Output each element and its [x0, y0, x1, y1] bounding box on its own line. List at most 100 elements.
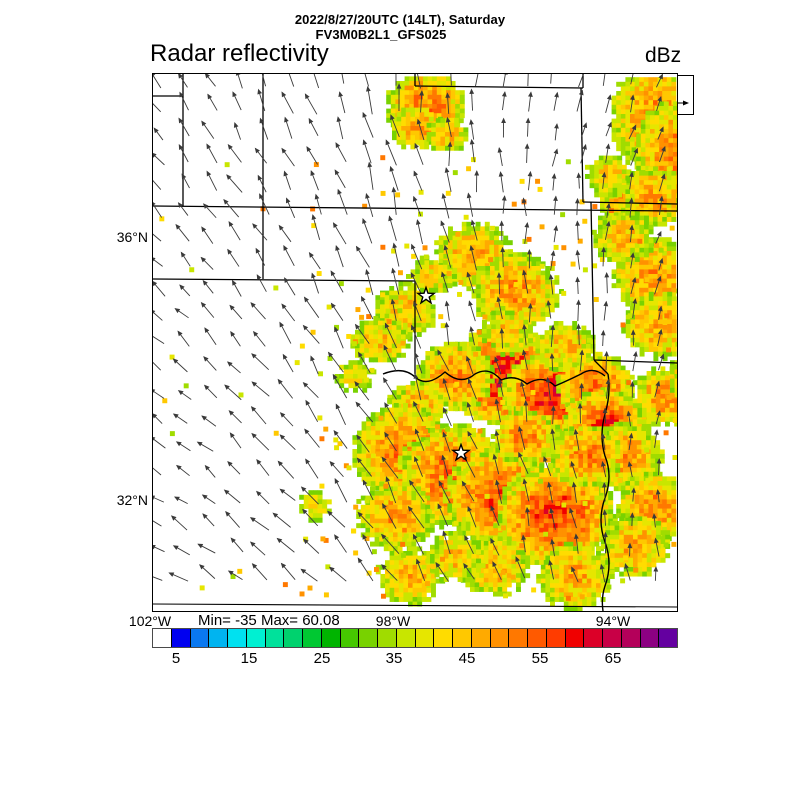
radar-echo-cell — [471, 437, 477, 443]
radar-echo-cell — [461, 240, 467, 246]
radar-echo-cell — [666, 95, 672, 101]
radar-echo-cell — [468, 341, 474, 347]
radar-echo-cell — [484, 521, 490, 527]
radar-echo-cell — [461, 526, 467, 532]
radar-echo-cell — [585, 164, 590, 170]
radar-echo-cell — [516, 486, 522, 492]
radar-echo-cell — [434, 249, 440, 255]
radar-echo-cell — [393, 295, 399, 301]
radar-echo-cell — [534, 378, 540, 384]
radar-echo-cell — [397, 509, 403, 515]
radar-echo-cell — [645, 152, 651, 157]
radar-echo-cell — [608, 500, 614, 506]
radar-echo-cell — [448, 383, 454, 389]
radar-echo-cell — [389, 426, 395, 431]
radar-echo-cell — [659, 165, 665, 171]
radar-echo-cell — [455, 113, 461, 119]
radar-echo-cell — [565, 407, 571, 412]
radar-echo-cell — [629, 374, 635, 380]
radar-echo-cell — [468, 337, 474, 343]
radar-echo-cell — [522, 307, 528, 313]
radar-echo-cell — [620, 374, 626, 380]
radar-echo-cell — [419, 121, 425, 127]
radar-echo-cell — [471, 275, 477, 281]
radar-echo-cell — [401, 126, 407, 131]
radar-echo-cell — [673, 165, 677, 171]
radar-echo-cell — [666, 81, 672, 87]
radar-echo-cell — [386, 90, 392, 96]
radar-echo-cell — [543, 382, 549, 388]
radar-echo-cell — [520, 369, 526, 374]
radar-echo-cell — [373, 352, 379, 358]
radar-echo-cell — [454, 132, 460, 137]
minmax-stats: Min= -35 Max= 60.08 — [198, 612, 340, 629]
radar-echo-cell — [620, 365, 626, 371]
radar-echo-cell — [439, 451, 445, 456]
radar-echo-cell — [494, 226, 499, 232]
radar-echo-cell — [598, 178, 604, 184]
radar-echo-cell — [416, 304, 422, 310]
radar-echo-cell — [630, 86, 635, 92]
radar-echo-cell — [540, 275, 546, 281]
radar-echo-cell — [478, 341, 483, 347]
radar-echo-cell — [628, 410, 633, 416]
radar-echo-cell — [457, 397, 463, 402]
radar-echo-cell — [562, 491, 568, 496]
radar-echo-cell — [378, 334, 383, 340]
radar-echo-cell — [453, 346, 458, 352]
radar-echo-cell — [488, 489, 494, 495]
radar-echo-cell — [526, 293, 532, 299]
radar-echo-cell — [511, 500, 517, 506]
radar-echo-cell — [603, 504, 609, 510]
radar-echo-cell — [497, 523, 503, 529]
map-plot-area[interactable] — [152, 73, 678, 612]
radar-echo-cell — [621, 164, 627, 170]
radar-echo-cell — [498, 461, 503, 467]
radar-echo-cell — [653, 86, 658, 92]
radar-echo-cell — [360, 495, 366, 501]
radar-echo-cell — [448, 401, 454, 407]
radar-echo-cell — [411, 483, 417, 489]
radar-echo-cell — [501, 369, 506, 375]
radar-echo-cell — [503, 266, 509, 271]
radar-echo-cell — [625, 100, 631, 106]
title-datetime: 2022/8/27/20UTC (14LT), Saturday — [294, 12, 506, 27]
radar-echo-cell — [415, 385, 420, 391]
radar-echo-cell — [636, 147, 642, 153]
radar-echo-cell — [534, 523, 540, 529]
radar-echo-cell — [396, 385, 402, 391]
radar-echo-cell — [438, 408, 443, 414]
radar-echo-cell — [449, 122, 455, 128]
radar-echo-cell — [493, 475, 499, 481]
radar-echo-cell — [484, 231, 490, 236]
radar-echo-cell — [663, 165, 669, 171]
radar-echo-cell — [443, 383, 449, 389]
radar-echo-cell — [461, 281, 467, 287]
radar-echo-cell — [640, 133, 646, 139]
radar-echo-cell — [663, 156, 669, 162]
radar-echo-cell — [565, 374, 571, 380]
radar-echo-cell — [565, 384, 571, 389]
radar-echo-cell — [562, 523, 568, 529]
radar-echo-cell — [379, 495, 385, 501]
radar-echo-cell — [425, 469, 431, 475]
radar-echo-cell — [426, 318, 431, 324]
radar-echo-cell — [648, 81, 654, 87]
radar-echo-cell — [534, 382, 540, 388]
radar-echo-cell — [589, 541, 595, 547]
radar-echo-cell — [461, 231, 467, 236]
radar-echo-cell — [489, 231, 495, 236]
radar-echo-cell — [650, 142, 655, 148]
radar-echo-cell — [496, 351, 502, 356]
radar-echo-cell — [370, 481, 376, 487]
radar-echo-cell — [543, 523, 549, 529]
radar-echo-cell — [634, 104, 640, 110]
radar-echo-cell — [553, 532, 558, 538]
radar-echo-cell — [402, 495, 408, 501]
radar-echo-cell — [471, 267, 476, 273]
radar-echo-cell — [401, 121, 407, 127]
radar-echo-cell — [568, 414, 574, 420]
radar-echo-cell — [416, 327, 422, 333]
radar-echo-cell — [370, 500, 375, 506]
radar-echo-cell — [543, 537, 549, 542]
